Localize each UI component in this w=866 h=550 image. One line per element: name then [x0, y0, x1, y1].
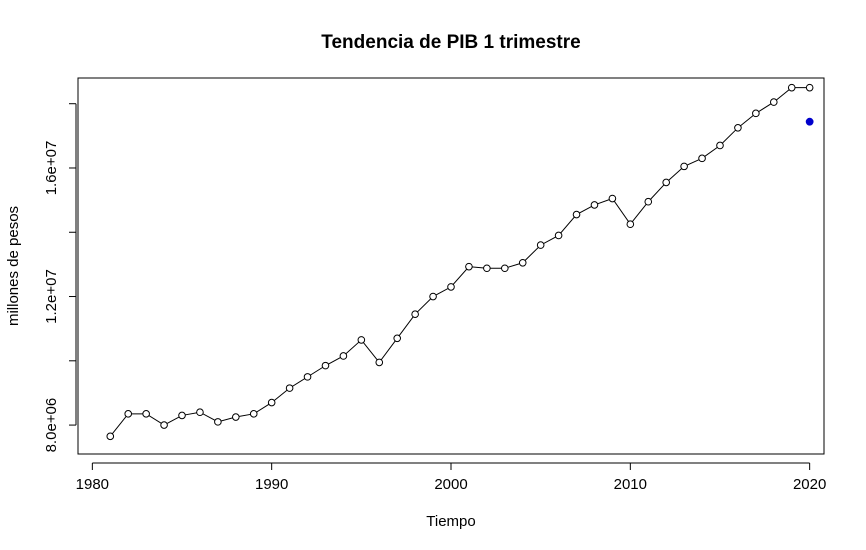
data-point [196, 408, 204, 417]
plot-frame [77, 77, 825, 455]
y-axis: 8.0e+06 1.2e+07 1.6e+07 [43, 103, 77, 453]
data-point [662, 178, 670, 187]
data-point [124, 410, 133, 418]
x-tick-label: 1990 [255, 476, 288, 493]
data-point [734, 124, 742, 132]
data-point [518, 258, 527, 267]
data-point [608, 194, 617, 203]
data-point [590, 201, 599, 209]
x-tick-label: 2000 [434, 476, 467, 493]
data-point [303, 373, 312, 381]
data-point [160, 421, 168, 429]
data-point [214, 418, 222, 426]
data-point [698, 154, 706, 163]
data-point [429, 292, 437, 301]
y-axis-label: millones de pesos [5, 206, 22, 326]
data-point [232, 413, 240, 421]
data-point [339, 352, 348, 360]
y-tick-label: 8.0e+06 [43, 398, 60, 453]
data-point [447, 283, 455, 291]
data-point [805, 83, 814, 92]
data-point [626, 220, 635, 229]
data-point [375, 358, 384, 367]
data-point [178, 411, 186, 420]
series-line [109, 87, 810, 437]
data-point [752, 109, 760, 118]
data-point [769, 98, 778, 106]
data-point [644, 197, 653, 206]
x-tick-label: 2020 [793, 476, 826, 493]
data-point [267, 398, 276, 407]
data-point [285, 384, 294, 392]
data-point [680, 162, 688, 171]
y-tick-label: 1.2e+07 [43, 269, 60, 324]
y-tick-label: 1.6e+07 [43, 141, 60, 196]
data-point [321, 361, 330, 370]
data-point [106, 432, 115, 441]
chart-title: Tendencia de PIB 1 trimestre [321, 32, 580, 53]
x-tick-label: 2010 [614, 476, 647, 493]
data-point [393, 334, 402, 343]
data-point [483, 264, 491, 273]
data-point [142, 410, 150, 418]
data-point [357, 336, 366, 344]
data-point [554, 231, 563, 240]
x-axis-label: Tiempo [426, 513, 475, 530]
data-point [411, 310, 419, 319]
forecast-point [805, 117, 814, 126]
x-axis: 1980 1990 2000 2010 2020 [76, 462, 826, 493]
plot-area [106, 83, 814, 441]
data-point [249, 410, 258, 418]
data-point [465, 262, 473, 271]
data-point [500, 264, 509, 273]
x-tick-label: 1980 [76, 476, 109, 493]
data-point [572, 210, 581, 219]
data-point [536, 241, 545, 249]
data-point [787, 83, 796, 92]
data-point [716, 141, 724, 150]
